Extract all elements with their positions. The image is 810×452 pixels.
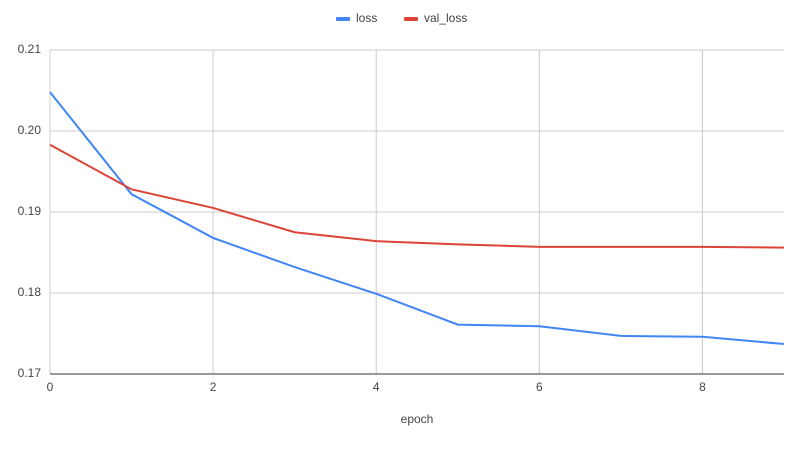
x-tick-label: 6	[536, 380, 543, 394]
y-tick-label: 0.21	[18, 42, 42, 56]
x-axis-label: epoch	[401, 412, 434, 426]
x-tick-label: 4	[373, 380, 380, 394]
x-tick-label: 8	[699, 380, 706, 394]
y-tick-label: 0.20	[18, 123, 42, 137]
legend-swatch	[336, 17, 350, 21]
x-tick-label: 2	[210, 380, 217, 394]
y-tick-label: 0.17	[18, 366, 42, 380]
legend-label: val_loss	[424, 11, 467, 25]
line-series	[49, 91, 785, 346]
y-tick-label: 0.19	[18, 204, 42, 218]
legend-label: loss	[356, 11, 377, 25]
legend-swatch	[404, 17, 418, 21]
line-series	[49, 143, 785, 249]
y-tick-label: 0.18	[18, 285, 42, 299]
x-tick-label: 0	[47, 380, 54, 394]
